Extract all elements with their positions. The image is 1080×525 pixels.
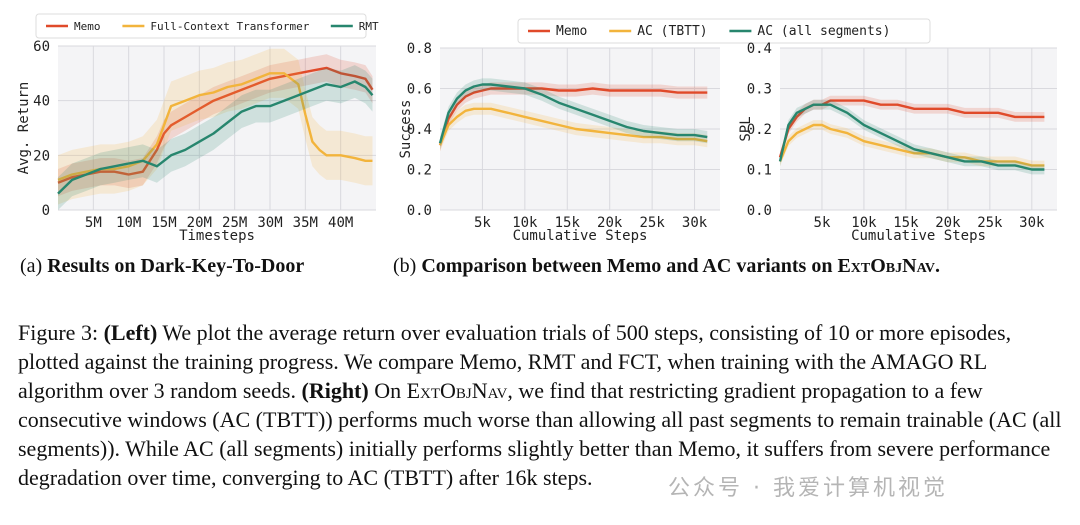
x-tick-label: 35M <box>293 215 318 231</box>
legend-label: Full-Context Transformer <box>150 20 309 33</box>
y-tick-label: 0.1 <box>747 163 772 179</box>
x-tick-label: 5k <box>814 215 831 231</box>
series-line-0 <box>438 87 708 146</box>
x-tick-label: 30k <box>1019 215 1045 231</box>
series-line-0 <box>57 66 374 184</box>
legend-label: AC (all segments) <box>757 24 890 39</box>
x-tick-label: 25k <box>639 215 665 231</box>
legend-label: AC (TBTT) <box>637 24 707 39</box>
y-tick-label: 20 <box>33 148 50 164</box>
x-tick-label: 30M <box>257 215 282 231</box>
x-axis-label: Timesteps <box>179 228 255 244</box>
series-line-1 <box>57 72 373 182</box>
legend-box <box>517 18 931 44</box>
x-tick-label: 10M <box>116 215 141 231</box>
x-tick-label: 5k <box>474 215 491 231</box>
x-tick-label: 25k <box>977 215 1003 231</box>
x-tick-label: 10k <box>851 215 877 231</box>
y-tick-label: 40 <box>33 94 50 110</box>
x-tick-label: 10k <box>512 215 538 231</box>
plot-area-1 <box>58 46 376 210</box>
figure-caption: Figure 3: (Left) We plot the average ret… <box>18 320 1062 490</box>
watermark: 公众号 · 我爱计算机视觉 <box>668 476 948 501</box>
y-tick-label: 0.0 <box>407 203 432 219</box>
subcaption-a: (a) Results on Dark-Key-To-Door <box>20 255 305 277</box>
series-band-2 <box>440 78 708 150</box>
legend-label: RMT <box>359 20 379 33</box>
legend-2: Memo AC (TBTT) AC (all segments) <box>517 18 931 44</box>
y-tick-label: 60 <box>33 39 50 55</box>
x-tick-label: 20M <box>187 215 212 231</box>
legend-box <box>35 13 367 39</box>
x-tick-label: 40M <box>328 215 353 231</box>
figure-plots: 0 20 40 60 5M 10M 15M 20M 25M 30M 35M 40M Timesteps A… <box>16 13 1057 244</box>
legend-label: Memo <box>74 20 101 33</box>
y-tick-label: 0 <box>42 203 50 219</box>
y-axis-label: Success <box>398 99 414 158</box>
y-axis-label: Avg. Return <box>16 82 32 175</box>
y-tick-label: 0.2 <box>407 163 432 179</box>
series-line-2 <box>438 83 708 144</box>
x-tick-label: 20k <box>935 215 961 231</box>
y-tick-label: 0.4 <box>407 122 432 138</box>
series-line-1 <box>438 107 708 146</box>
y-axis-label: SPL <box>738 116 754 141</box>
y-tick-label: 0.4 <box>747 41 772 57</box>
series-line-1 <box>778 123 1045 167</box>
series-line-2 <box>57 80 374 195</box>
x-tick-label: 15k <box>893 215 919 231</box>
legend-1: Memo Full-Context Transformer RMT <box>35 13 379 39</box>
series-band-2 <box>58 65 373 210</box>
y-tick-label: 0.0 <box>747 203 772 219</box>
y-tick-label: 0.3 <box>747 82 772 98</box>
series-line-2 <box>778 103 1045 171</box>
x-tick-label: 30k <box>682 215 708 231</box>
x-tick-label: 15k <box>555 215 581 231</box>
x-tick-label: 20k <box>597 215 623 231</box>
x-axis-label: Cumulative Steps <box>513 228 648 244</box>
x-tick-label: 25M <box>222 215 247 231</box>
y-tick-label: 0.6 <box>407 82 432 98</box>
series-band-1 <box>58 48 373 205</box>
x-tick-label: 5M <box>85 215 102 231</box>
x-axis-label: Cumulative Steps <box>851 228 986 244</box>
series-band-1 <box>440 102 708 152</box>
y-tick-label: 0.8 <box>407 41 432 57</box>
legend-label: Memo <box>556 24 587 39</box>
x-tick-label: 15M <box>151 215 176 231</box>
y-tick-label: 0.2 <box>747 122 772 138</box>
series-band-0 <box>440 82 708 152</box>
subcaption-b: (b) Comparison between Memo and AC varia… <box>393 255 940 277</box>
